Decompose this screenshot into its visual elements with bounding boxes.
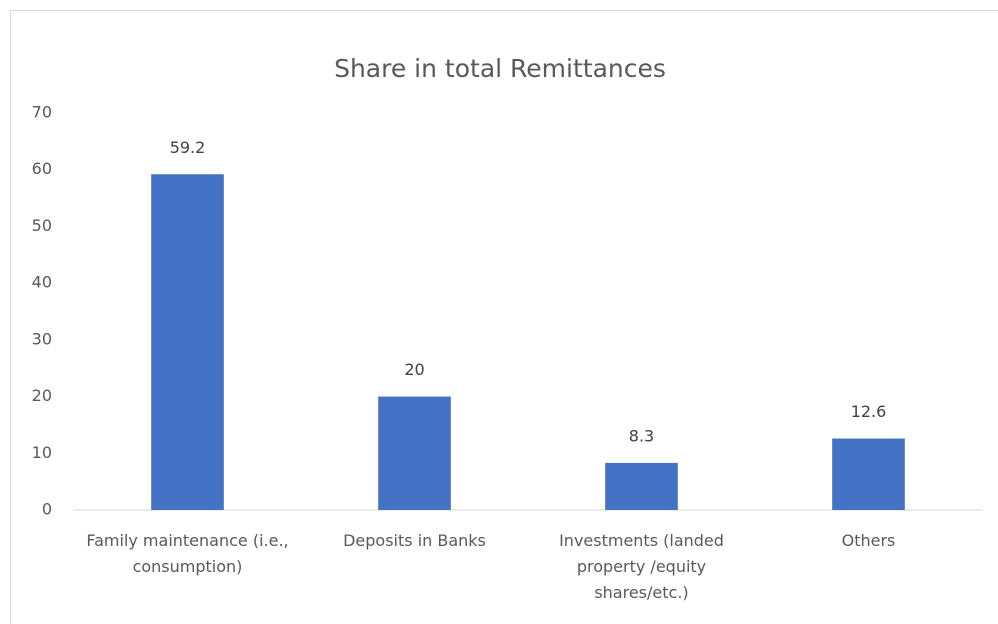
y-tick-label: 10 (32, 443, 52, 462)
y-tick-label: 0 (42, 500, 52, 519)
y-tick-label: 20 (32, 386, 52, 405)
y-tick-label: 50 (32, 216, 52, 235)
y-tick-label: 70 (32, 103, 52, 122)
x-tick-label: Investments (landed property /equity sha… (559, 531, 724, 602)
value-label: 12.6 (851, 402, 887, 421)
value-label: 8.3 (629, 426, 654, 445)
bar (605, 462, 678, 510)
value-label: 59.2 (170, 138, 206, 157)
x-tick-label: Deposits in Banks (343, 531, 486, 550)
chart-border (10, 10, 998, 624)
bar (832, 438, 905, 510)
bar (378, 396, 451, 510)
x-tick-label: Others (841, 531, 896, 550)
value-label: 20 (404, 360, 424, 379)
y-tick-label: 60 (32, 159, 52, 178)
x-tick-label: Family maintenance (i.e., consumption) (86, 531, 289, 576)
y-tick-label: 30 (32, 329, 52, 348)
chart-title: Share in total Remittances (334, 54, 666, 83)
bar (151, 174, 224, 510)
y-tick-label: 40 (32, 273, 52, 292)
